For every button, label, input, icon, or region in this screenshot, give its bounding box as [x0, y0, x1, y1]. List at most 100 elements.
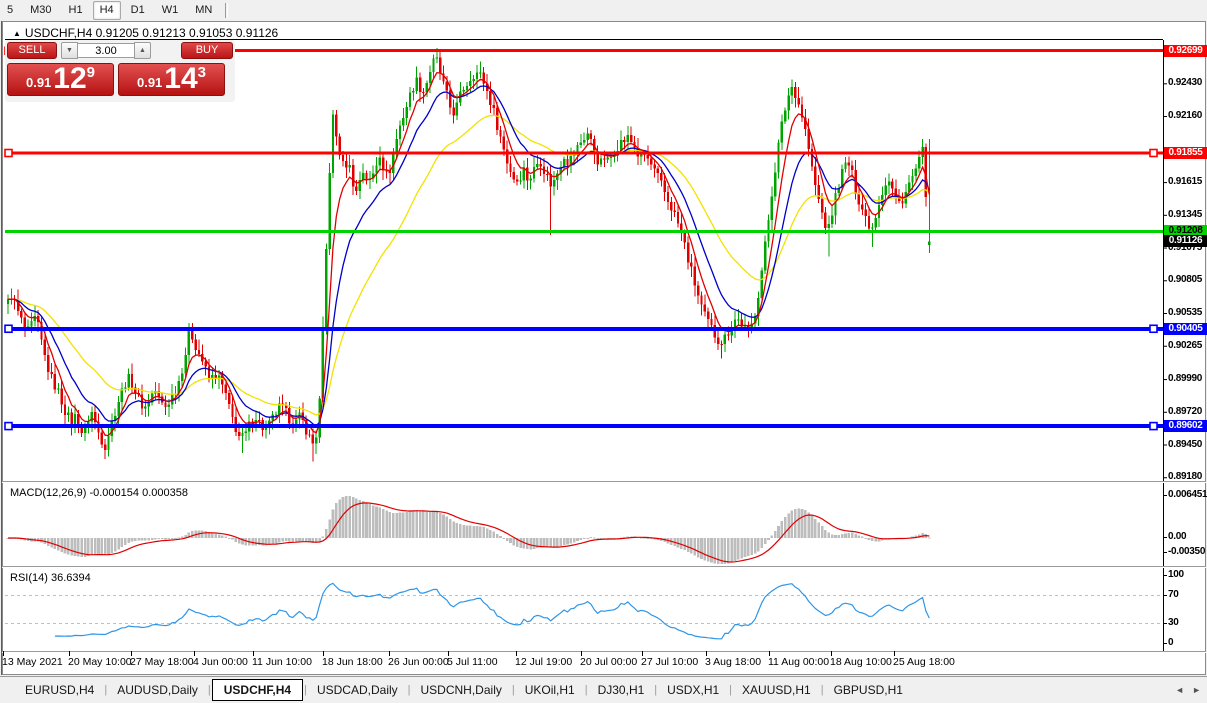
timeframe-button-5[interactable]: 5 — [7, 4, 14, 16]
macd-tick-label: 0.006451 — [1168, 489, 1207, 500]
chart-tab-usdx-h1[interactable]: USDX,H1 — [667, 683, 720, 697]
horizontal-line[interactable] — [5, 326, 1163, 331]
rsi-indicator-label: RSI(14) 36.6394 — [10, 572, 91, 584]
hline-handle[interactable] — [1149, 421, 1158, 431]
buy-button[interactable]: BUY — [181, 42, 233, 59]
sell-button[interactable]: SELL — [7, 42, 57, 59]
date-label: 27 Jul 10:00 — [641, 656, 699, 668]
chart-tab-xauusd-h1[interactable]: XAUUSD,H1 — [742, 683, 811, 697]
chart-tab-dj30-h1[interactable]: DJ30,H1 — [597, 683, 645, 697]
date-label: 26 Jun 00:00 — [388, 656, 449, 668]
timeframe-toolbar: 5 M30 H1 H4 D1 W1 MN — [0, 0, 1207, 21]
rsi-line — [54, 582, 930, 640]
chart-tab-usdcad-daily[interactable]: USDCAD,Daily — [316, 683, 398, 697]
price-tick-label: 0.90805 — [1168, 274, 1203, 285]
chevron-up-icon: ▲ — [139, 47, 146, 54]
horizontal-line[interactable] — [5, 424, 1163, 429]
tab-scroll-arrows: ◄ ► — [1175, 685, 1201, 695]
price-tick-label: 0.91615 — [1168, 176, 1203, 187]
timeframe-button-mn[interactable]: MN — [195, 4, 213, 16]
tab-separator: | — [207, 684, 211, 696]
timeframe-button-h4[interactable]: H4 — [92, 1, 121, 20]
timeframe-button-w1[interactable]: W1 — [161, 4, 179, 16]
sell-price-main: 0.91 — [25, 75, 52, 90]
ma-line-6 — [7, 72, 930, 437]
price-tick-label: 0.89990 — [1168, 373, 1203, 384]
chart-tab-usdchf-h4[interactable]: USDCHF,H4 — [211, 679, 304, 701]
tab-separator: | — [820, 684, 824, 696]
symbol-marker-icon: ▲ — [13, 29, 21, 38]
timeframe-button-m30[interactable]: M30 — [30, 4, 52, 16]
one-click-trade-panel: SELL ▼ ▲ BUY 0.91 12 9 0.91 14 3 — [5, 40, 235, 102]
date-label: 11 Jun 10:00 — [252, 656, 312, 668]
chart-tab-audusd-daily[interactable]: AUDUSD,Daily — [117, 683, 198, 697]
rsi-tick-label: 0 — [1168, 637, 1174, 648]
chart-window-frame — [2, 21, 1206, 675]
buy-price-big: 14 — [164, 62, 198, 95]
price-tick-label: 0.89180 — [1168, 471, 1203, 482]
rsi-tick-label: 30 — [1168, 617, 1179, 628]
timeframe-button-h1[interactable]: H1 — [68, 4, 83, 16]
buy-price-sup: 3 — [197, 64, 207, 81]
date-label: 11 Aug 00:00 — [768, 656, 830, 668]
chart-tab-bar: EURUSD,H4 | AUDUSD,Daily | USDCHF,H4 | USDCAD,… — [0, 676, 1207, 703]
date-label: 18 Jun 18:00 — [322, 656, 383, 668]
tab-scroll-left-icon[interactable]: ◄ — [1175, 685, 1185, 695]
hline-handle[interactable] — [4, 421, 13, 431]
candlestick-series — [6, 48, 931, 462]
chart-tab-gbpusd-h1[interactable]: GBPUSD,H1 — [833, 683, 903, 697]
date-label: 12 Jul 19:00 — [515, 656, 573, 668]
tab-separator: | — [511, 684, 515, 696]
chevron-down-icon: ▼ — [66, 47, 73, 54]
hline-handle[interactable] — [1149, 148, 1158, 158]
ma-line-34 — [8, 114, 930, 416]
horizontal-line[interactable] — [5, 151, 1163, 155]
chart-tab-usdcnh-daily[interactable]: USDCNH,Daily — [420, 683, 502, 697]
price-level-badge: 0.92699 — [1164, 45, 1207, 57]
ma-line-14 — [8, 85, 930, 427]
date-label: 20 May 10:00 — [68, 656, 132, 668]
date-label: 3 Aug 18:00 — [705, 656, 762, 668]
lot-decrease-button[interactable]: ▼ — [61, 42, 78, 59]
timeframe-button-d1[interactable]: D1 — [130, 4, 145, 16]
date-label: 5 Jul 11:00 — [447, 656, 498, 668]
date-label: 18 Aug 10:00 — [830, 656, 892, 668]
chart-tab-eurusd-h4[interactable]: EURUSD,H4 — [25, 683, 95, 697]
macd-histogram — [6, 495, 931, 564]
date-label: 4 Jun 00:00 — [193, 656, 248, 668]
tab-separator: | — [407, 684, 411, 696]
macd-tick-label: 0.00 — [1168, 531, 1187, 542]
macd-signal-line — [8, 502, 930, 563]
tab-separator: | — [104, 684, 108, 696]
sell-quote-tile[interactable]: 0.91 12 9 — [7, 63, 114, 96]
tab-separator: | — [304, 684, 307, 696]
current-price-badge: 0.91126 — [1164, 235, 1207, 247]
price-tick-label: 0.90535 — [1168, 307, 1203, 318]
hline-handle[interactable] — [4, 324, 13, 334]
macd-tick-label: -0.00350 — [1168, 546, 1206, 557]
hline-handle[interactable] — [4, 148, 13, 158]
date-label: 20 Jul 00:00 — [580, 656, 638, 668]
toolbar-separator — [225, 3, 229, 18]
rsi-tick-label: 70 — [1168, 589, 1179, 600]
tab-separator: | — [584, 684, 588, 696]
chart-title: ▲ USDCHF,H4 0.91205 0.91213 0.91053 0.911… — [13, 26, 278, 40]
buy-quote-tile[interactable]: 0.91 14 3 — [118, 63, 225, 96]
tab-scroll-right-icon[interactable]: ► — [1192, 685, 1201, 695]
hline-handle[interactable] — [1149, 324, 1158, 334]
price-tick-label: 0.90265 — [1168, 340, 1203, 351]
tab-separator: | — [654, 684, 658, 696]
date-label: 25 Aug 18:00 — [893, 656, 955, 668]
horizontal-line[interactable] — [5, 229, 1163, 233]
price-tick-label: 0.89450 — [1168, 439, 1203, 450]
price-tick-label: 0.89720 — [1168, 406, 1203, 417]
lot-size-input[interactable] — [78, 43, 134, 58]
buy-price-main: 0.91 — [136, 75, 163, 90]
chart-tab-ukoil-h1[interactable]: UKOil,H1 — [524, 683, 575, 697]
sell-price-sup: 9 — [86, 64, 96, 81]
macd-indicator-label: MACD(12,26,9) -0.000154 0.000358 — [10, 487, 188, 499]
rsi-tick-label: 100 — [1168, 569, 1184, 580]
lot-increase-button[interactable]: ▲ — [134, 42, 151, 59]
date-label: 13 May 2021 — [2, 656, 63, 668]
